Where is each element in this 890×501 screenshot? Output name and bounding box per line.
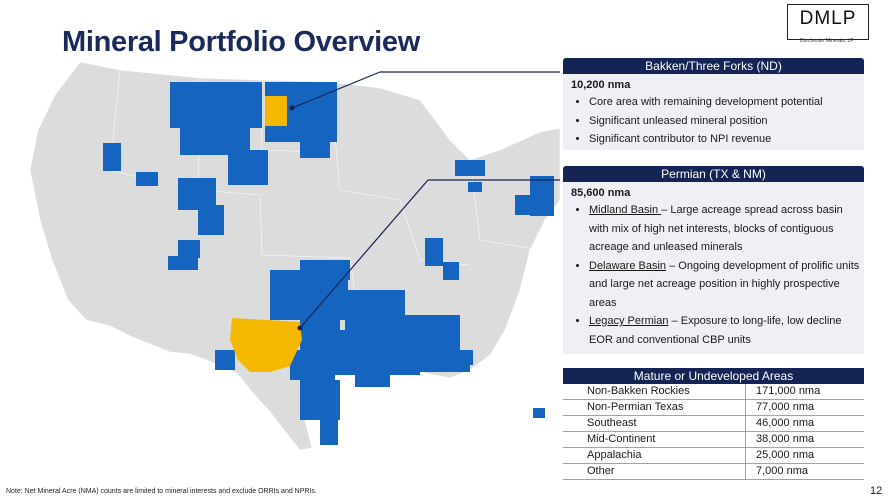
table-row: Southeast 46,000 nma: [563, 415, 864, 432]
permian-bullets: Midland Basin – Large acreage spread acr…: [563, 201, 864, 349]
table-row: Non-Permian Texas 77,000 nma: [563, 399, 864, 416]
bakken-core-area: [265, 96, 287, 126]
mature-areas-panel: Mature or Undeveloped Areas Non-Bakken R…: [563, 368, 864, 480]
permian-bullet: Midland Basin – Large acreage spread acr…: [589, 201, 864, 257]
us-holdings-map: [29, 61, 560, 451]
company-logo: DMLP: [787, 4, 869, 40]
mid-continent-holdings: [215, 260, 545, 445]
delaware-basin-term: Delaware Basin: [589, 259, 667, 272]
nma-cell: 38,000 nma: [745, 431, 864, 448]
permian-bullet: Delaware Basin – Ongoing development of …: [589, 257, 864, 313]
legacy-permian-term: Legacy Permian: [589, 315, 669, 327]
bakken-bullets: Core area with remaining development pot…: [563, 93, 864, 149]
permian-core-area: [230, 318, 302, 372]
permian-panel-header: Permian (TX & NM): [563, 166, 864, 182]
nma-cell: 25,000 nma: [745, 447, 864, 464]
permian-callout-line: [299, 179, 429, 329]
page-number: 12: [870, 485, 883, 497]
mature-areas-table: Non-Bakken Rockies 171,000 nma Non-Permia…: [563, 384, 864, 480]
bakken-panel: Bakken/Three Forks (ND) 10,200 nma Core …: [563, 58, 864, 150]
permian-panel: Permian (TX & NM) 85,600 nma Midland Bas…: [563, 166, 864, 354]
mature-areas-header: Mature or Undeveloped Areas: [563, 368, 864, 384]
area-cell: Southeast: [563, 415, 746, 432]
nma-cell: 7,000 nma: [745, 463, 864, 480]
table-row: Appalachia 25,000 nma: [563, 447, 864, 464]
bakken-bullet: Significant unleased mineral position: [589, 112, 864, 131]
table-row: Non-Bakken Rockies 171,000 nma: [563, 384, 864, 400]
logo-subtitle: Dorchester Minerals, LP: [800, 38, 854, 44]
logo-wordmark: DMLP: [799, 8, 857, 29]
footnote: Note: Net Mineral Acre (NMA) counts are …: [6, 488, 317, 495]
eastern-holdings: [425, 160, 554, 280]
northern-rockies-holdings: [103, 82, 337, 270]
bakken-bullet: Core area with remaining development pot…: [589, 93, 864, 112]
permian-nma: 85,600 nma: [571, 187, 631, 199]
area-cell: Non-Permian Texas: [563, 399, 746, 416]
bakken-nma: 10,200 nma: [571, 79, 631, 91]
permian-bullet: Legacy Permian – Exposure to long-life, …: [589, 312, 864, 349]
area-cell: Other: [563, 463, 746, 480]
page-title: Mineral Portfolio Overview: [62, 26, 421, 58]
legacy-permian-text: – Exposure to long-life, low decline EOR…: [589, 315, 842, 346]
area-cell: Appalachia: [563, 447, 746, 464]
table-row: Other 7,000 nma: [563, 463, 864, 480]
nma-cell: 46,000 nma: [745, 415, 864, 432]
bakken-callout-line: [291, 71, 381, 109]
area-cell: Non-Bakken Rockies: [563, 384, 746, 400]
bakken-bullet: Significant contributor to NPI revenue: [589, 130, 864, 149]
midland-basin-text: – Large acreage spread across basin with…: [589, 204, 843, 253]
delaware-basin-text: – Ongoing development of prolific units …: [589, 259, 860, 309]
bakken-panel-header: Bakken/Three Forks (ND): [563, 58, 864, 74]
midland-basin-term: Midland Basin: [589, 204, 662, 216]
table-row: Mid-Continent 38,000 nma: [563, 431, 864, 448]
area-cell: Mid-Continent: [563, 431, 746, 448]
nma-cell: 77,000 nma: [745, 399, 864, 416]
nma-cell: 171,000 nma: [745, 384, 864, 400]
